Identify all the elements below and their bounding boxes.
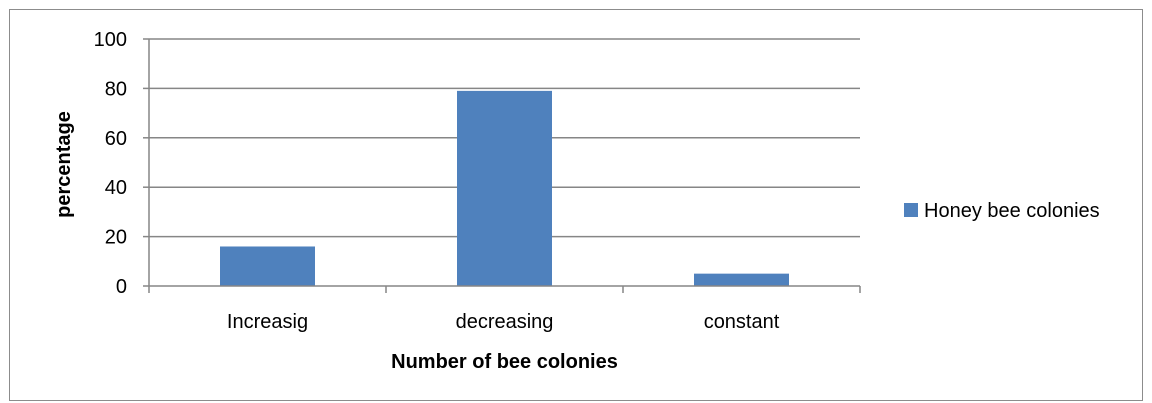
- y-tick-label: 40: [105, 177, 127, 199]
- y-tick-label: 80: [105, 78, 127, 100]
- legend-swatch: [904, 203, 918, 217]
- y-tick-labels: 0 20 40 60 80 100: [94, 29, 127, 298]
- bars: [220, 90, 789, 287]
- bar-Increasig: [220, 246, 315, 286]
- bar-decreasing: [457, 90, 552, 287]
- x-category-label: decreasing: [456, 311, 554, 333]
- legend: Honey bee colonies: [904, 200, 1100, 222]
- legend-label: Honey bee colonies: [924, 200, 1100, 222]
- y-tick-label: 60: [105, 128, 127, 150]
- x-axis-title: Number of bee colonies: [391, 351, 618, 373]
- bar-constant: [694, 273, 789, 286]
- y-tick-label: 100: [94, 29, 127, 51]
- axes: [143, 38, 861, 293]
- x-category-label: constant: [704, 311, 780, 333]
- x-category-label: Increasig: [227, 311, 308, 333]
- chart-frame: [9, 9, 1143, 401]
- y-axis-title: percentage: [53, 111, 75, 218]
- y-tick-label: 20: [105, 227, 127, 249]
- x-category-labels: Increasig decreasing constant: [227, 311, 780, 333]
- y-tick-label: 0: [116, 276, 127, 298]
